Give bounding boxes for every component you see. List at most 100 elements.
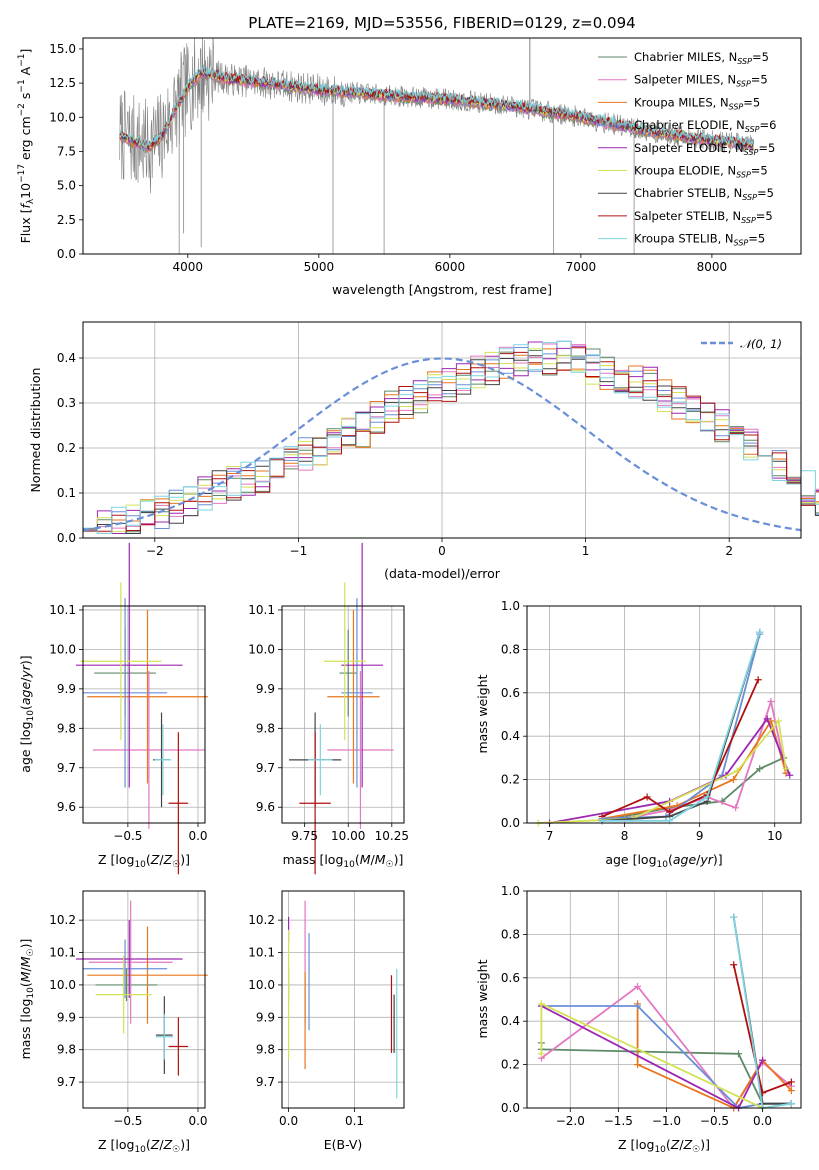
legend-label-main: Salpeter MILES, N [634,73,736,87]
weight-marker [729,776,737,784]
legend-label-8: Kroupa STELIB, NSSP=5 [634,232,765,248]
normal-legend-label: 𝒩(0, 1) [740,337,782,351]
residual-hist-7 [83,347,819,532]
weight-vs-age-ticks: 7 8 9 10 0.0 0.2 0.4 0.6 0.8 1.0 [501,599,782,843]
age-vs-mass-plot-area [282,542,404,875]
weight-line-3 [602,633,761,820]
residual-xlabel: (data-model)/error [384,566,501,581]
weight-vs-age-xlabel: age [log10(age/yr)] [605,852,722,870]
y-tick-label: 0.2 [501,773,520,787]
x-tick-label: 4000 [173,260,204,274]
spectrum-plot-area [119,38,755,254]
x-tick-label: 10.25 [375,829,409,843]
x-tick-label: 2 [725,544,733,558]
mass-vs-ebv-ticks: 0.0 0.1 9.7 9.8 9.9 10.0 10.1 10.2 [248,913,364,1128]
y-tick-label: 9.8 [256,721,275,735]
y-tick-label: 10.1 [248,603,275,617]
weight-marker [787,1100,795,1108]
y-tick-label: 10.0 [248,978,275,992]
x-tick-label: −2.0 [556,1114,585,1128]
y-tick-label: 0.0 [501,816,520,830]
x-tick-label: 1 [582,544,590,558]
weight-vs-z-panel: −2.0 −1.5 −1.0 −0.5 0.0 0.0 0.2 0.4 0.6 0.8 1.0 Z … [475,884,802,1155]
x-tick-label: 0.0 [279,1114,298,1128]
legend-label-sub: SSP [734,239,749,248]
weight-marker [634,1061,642,1069]
weight-marker [754,676,762,684]
weight-vs-z-plot-area [527,890,801,1112]
normal-reference-curve [82,357,802,532]
x-tick-label: 0 [438,544,446,558]
legend-label-tail: =5 [757,186,774,200]
y-tick-label: 0.0 [57,247,76,261]
weight-vs-z-xlabel: Z [log10(Z/Z☉)] [618,1137,710,1155]
residual-plot-area [82,322,819,539]
weight-marker [634,1002,642,1010]
y-tick-label: 0.2 [501,1058,520,1072]
weight-marker [537,1050,545,1058]
legend-label-main: Chabrier ELODIE, N [634,118,745,132]
age-vs-z-panel: −0.5 0.0 9.6 9.7 9.8 9.9 10.0 10.1 Z [log10(Z/Z… [18,542,208,875]
weight-marker [730,961,738,969]
x-tick-label: 5000 [304,260,335,274]
mass-vs-z-xlabel: Z [log10(Z/Z☉)] [98,1137,190,1155]
y-tick-label: 0.0 [501,1101,520,1115]
y-tick-label: 0.3 [57,396,76,410]
weight-vs-z-ylabel: mass weight [475,959,490,1038]
legend-label-sub: SSP [745,125,760,134]
legend-label-main: Salpeter STELIB, N [634,209,741,223]
age-vs-z-plot-area [75,542,208,875]
age-vs-z-ticks: −0.5 0.0 9.6 9.7 9.8 9.9 10.0 10.1 [49,603,207,843]
legend-label-main: Chabrier MILES, N [634,50,737,64]
weight-line-0 [601,757,785,822]
legend-label-main: Kroupa STELIB, N [634,232,734,246]
x-tick-label: 9 [696,829,704,843]
residual-panel: −2 −1 0 1 2 0.0 0.1 0.2 0.3 0.4 (data-model)/erro… [28,321,819,581]
y-tick-label: 0.1 [57,486,76,500]
y-tick-label: 10.0 [49,110,76,124]
legend-label-main: Chabrier STELIB, N [634,186,742,200]
weight-marker [703,793,711,801]
spectrum-ticks: 4000 5000 6000 7000 8000 0.0 2.5 5.0 7.5 10.0 12.5… [49,42,727,274]
legend-label-tail: =5 [756,209,773,223]
y-tick-label: 0.4 [57,351,76,365]
mass-vs-z-plot-area [75,891,208,1108]
weight-vs-age-ylabel: mass weight [475,674,490,753]
spectrum-title: PLATE=2169, MJD=53556, FIBERID=0129, z=0… [248,14,635,32]
x-tick-label: −1.5 [604,1114,633,1128]
mass-vs-ebv-plot-area [282,891,404,1108]
weight-marker [643,793,651,801]
y-tick-label: 2.5 [57,213,76,227]
legend-label-2: Kroupa MILES, NSSP=5 [634,95,760,111]
y-tick-label: 9.8 [256,1043,275,1057]
y-tick-label: 9.9 [256,682,275,696]
weight-marker [735,1050,743,1058]
mass-vs-z-frame [82,890,206,1109]
y-tick-label: 10.0 [49,978,76,992]
age-vs-mass-xlabel: mass [log10(M/M☉)] [283,852,404,870]
residual-hist-1 [83,343,819,532]
residual-hist-6 [83,355,819,534]
weight-vs-z-ticks: −2.0 −1.5 −1.0 −0.5 0.0 0.0 0.2 0.4 0.6 0.8 1.0 [501,884,772,1128]
residual-hist-8 [83,341,819,534]
y-tick-label: 9.9 [57,1010,76,1024]
legend-label-6: Chabrier STELIB, NSSP=5 [634,186,774,202]
legend-label-tail: =5 [743,95,760,109]
x-tick-label: −2 [146,544,164,558]
spectrum-panel: PLATE=2169, MJD=53556, FIBERID=0129, z=0… [17,14,802,297]
x-tick-label: −1 [290,544,308,558]
x-tick-label: −0.5 [113,829,142,843]
spectrum-ylabel: Flux [fλ10−17 erg cm−2 s−1 A−1] [17,49,36,244]
weight-marker [786,771,794,779]
legend-label-sub: SSP [729,102,744,111]
legend-label-0: Chabrier MILES, NSSP=5 [634,50,769,66]
y-tick-label: 10.2 [49,913,76,927]
residual-hist-4 [83,341,819,534]
legend-label-7: Salpeter STELIB, NSSP=5 [634,209,773,225]
legend-label-sub: SSP [741,216,756,225]
legend-label-5: Kroupa ELODIE, NSSP=5 [634,164,768,180]
y-tick-label: 15.0 [49,42,76,56]
weight-vs-age-plot-area [527,605,801,827]
legend-label-main: Kroupa MILES, N [634,95,729,109]
